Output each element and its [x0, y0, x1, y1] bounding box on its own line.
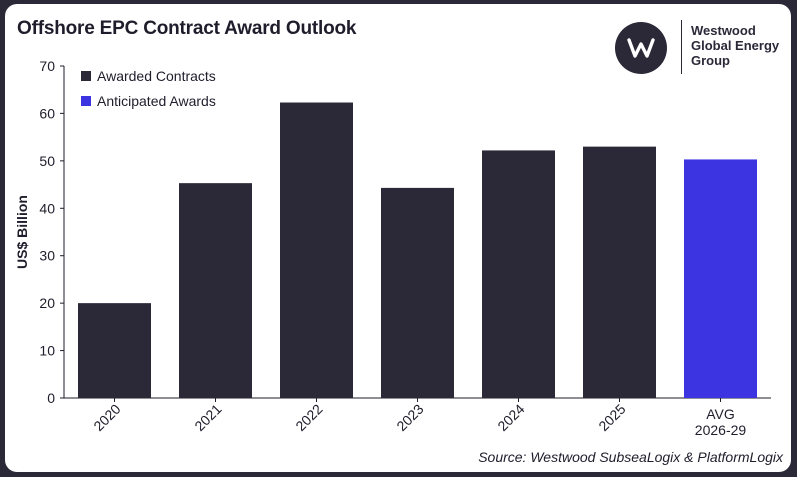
x-tick-label: 2025 — [595, 401, 628, 434]
y-tick-label: 10 — [39, 343, 55, 359]
bar — [684, 159, 757, 398]
bar-chart: 0 10 20 30 40 50 60 70 US$ Billion 2020 2021 2022 20… — [14, 58, 771, 438]
y-axis-title: US$ Billion — [14, 195, 30, 269]
x-tick-label: 2020 — [90, 401, 123, 434]
y-tick-label: 70 — [39, 58, 55, 74]
logo-wordmark: Westwood Global Energy Group — [691, 23, 779, 68]
x-tick-label: 2021 — [191, 401, 224, 434]
source-note: Source: Westwood SubseaLogix & PlatformL… — [478, 449, 783, 465]
chart-title: Offshore EPC Contract Award Outlook — [17, 18, 357, 39]
x-tick-label: 2026-29 — [695, 422, 747, 438]
westwood-logo: Westwood Global Energy Group — [615, 20, 785, 76]
x-tick-label: 2024 — [494, 401, 527, 434]
x-tick-label: AVG — [706, 406, 735, 422]
legend-swatch — [81, 96, 91, 106]
westwood-w-icon — [615, 22, 667, 74]
x-tick-label: 2023 — [393, 401, 426, 434]
y-tick-label: 20 — [39, 295, 55, 311]
legend-swatch — [81, 71, 91, 81]
bar — [381, 187, 454, 398]
y-tick-label: 60 — [39, 105, 55, 121]
logo-divider — [681, 20, 682, 74]
bar — [78, 303, 151, 398]
y-tick-label: 0 — [47, 390, 55, 406]
logo-line-3: Group — [691, 53, 730, 68]
logo-line-1: Westwood — [691, 23, 756, 38]
logo-line-2: Global Energy — [691, 38, 780, 53]
legend-label: Anticipated Awards — [97, 93, 216, 109]
bar — [583, 146, 656, 398]
y-tick-label: 40 — [39, 200, 55, 216]
y-tick-label: 50 — [39, 153, 55, 169]
legend-label: Awarded Contracts — [97, 68, 216, 84]
x-tick-label: 2022 — [292, 401, 325, 434]
y-tick-label: 30 — [39, 248, 55, 264]
bar — [179, 183, 252, 398]
bar — [482, 150, 555, 398]
chart-card: Offshore EPC Contract Award Outlook West… — [5, 4, 791, 472]
bar — [280, 102, 353, 399]
